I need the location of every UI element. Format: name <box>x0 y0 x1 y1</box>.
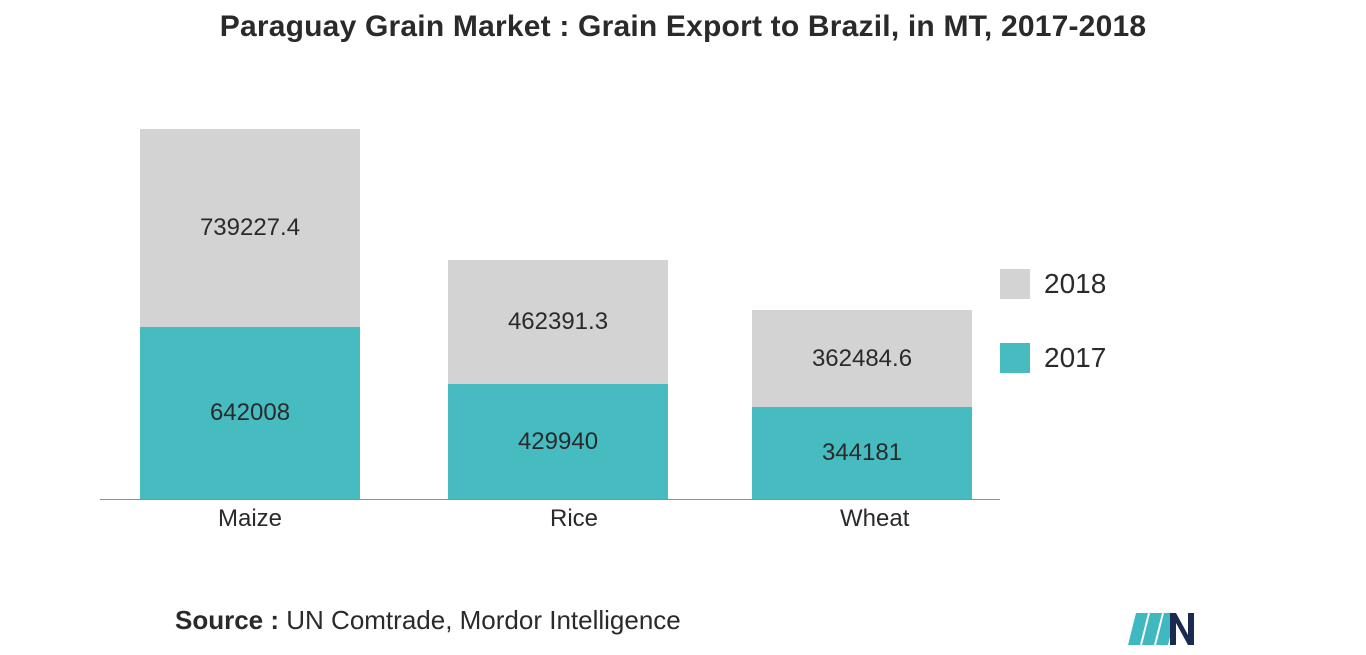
legend: 2018 2017 <box>1000 268 1106 416</box>
legend-swatch <box>1000 343 1030 373</box>
bar-segment: 362484.6 <box>752 310 972 407</box>
bar-group-rice: 429940462391.3 <box>448 260 668 499</box>
category-label: Rice <box>550 505 598 533</box>
bar-segment: 642008 <box>140 327 360 499</box>
legend-label: 2018 <box>1044 268 1106 300</box>
bar-group-maize: 642008739227.4 <box>140 129 360 499</box>
source-label: Source : <box>175 605 279 635</box>
chart-container: Paraguay Grain Market : Grain Export to … <box>0 0 1366 655</box>
category-label: Maize <box>218 505 282 533</box>
bar-group-wheat: 344181362484.6 <box>752 310 972 499</box>
legend-label: 2017 <box>1044 342 1106 374</box>
chart-title: Paraguay Grain Market : Grain Export to … <box>0 0 1366 44</box>
legend-swatch <box>1000 269 1030 299</box>
bar-segment: 739227.4 <box>140 129 360 327</box>
legend-item: 2017 <box>1000 342 1106 374</box>
source-line: Source : UN Comtrade, Mordor Intelligenc… <box>175 605 681 636</box>
brand-logo <box>1128 605 1196 645</box>
plot-area: 642008739227.4 429940462391.3 344181362484… <box>100 80 1000 500</box>
bar-segment: 462391.3 <box>448 260 668 384</box>
bar-segment: 344181 <box>752 407 972 499</box>
legend-item: 2018 <box>1000 268 1106 300</box>
category-label: Wheat <box>840 505 909 533</box>
bar-segment: 429940 <box>448 384 668 499</box>
source-text: UN Comtrade, Mordor Intelligence <box>286 605 681 635</box>
